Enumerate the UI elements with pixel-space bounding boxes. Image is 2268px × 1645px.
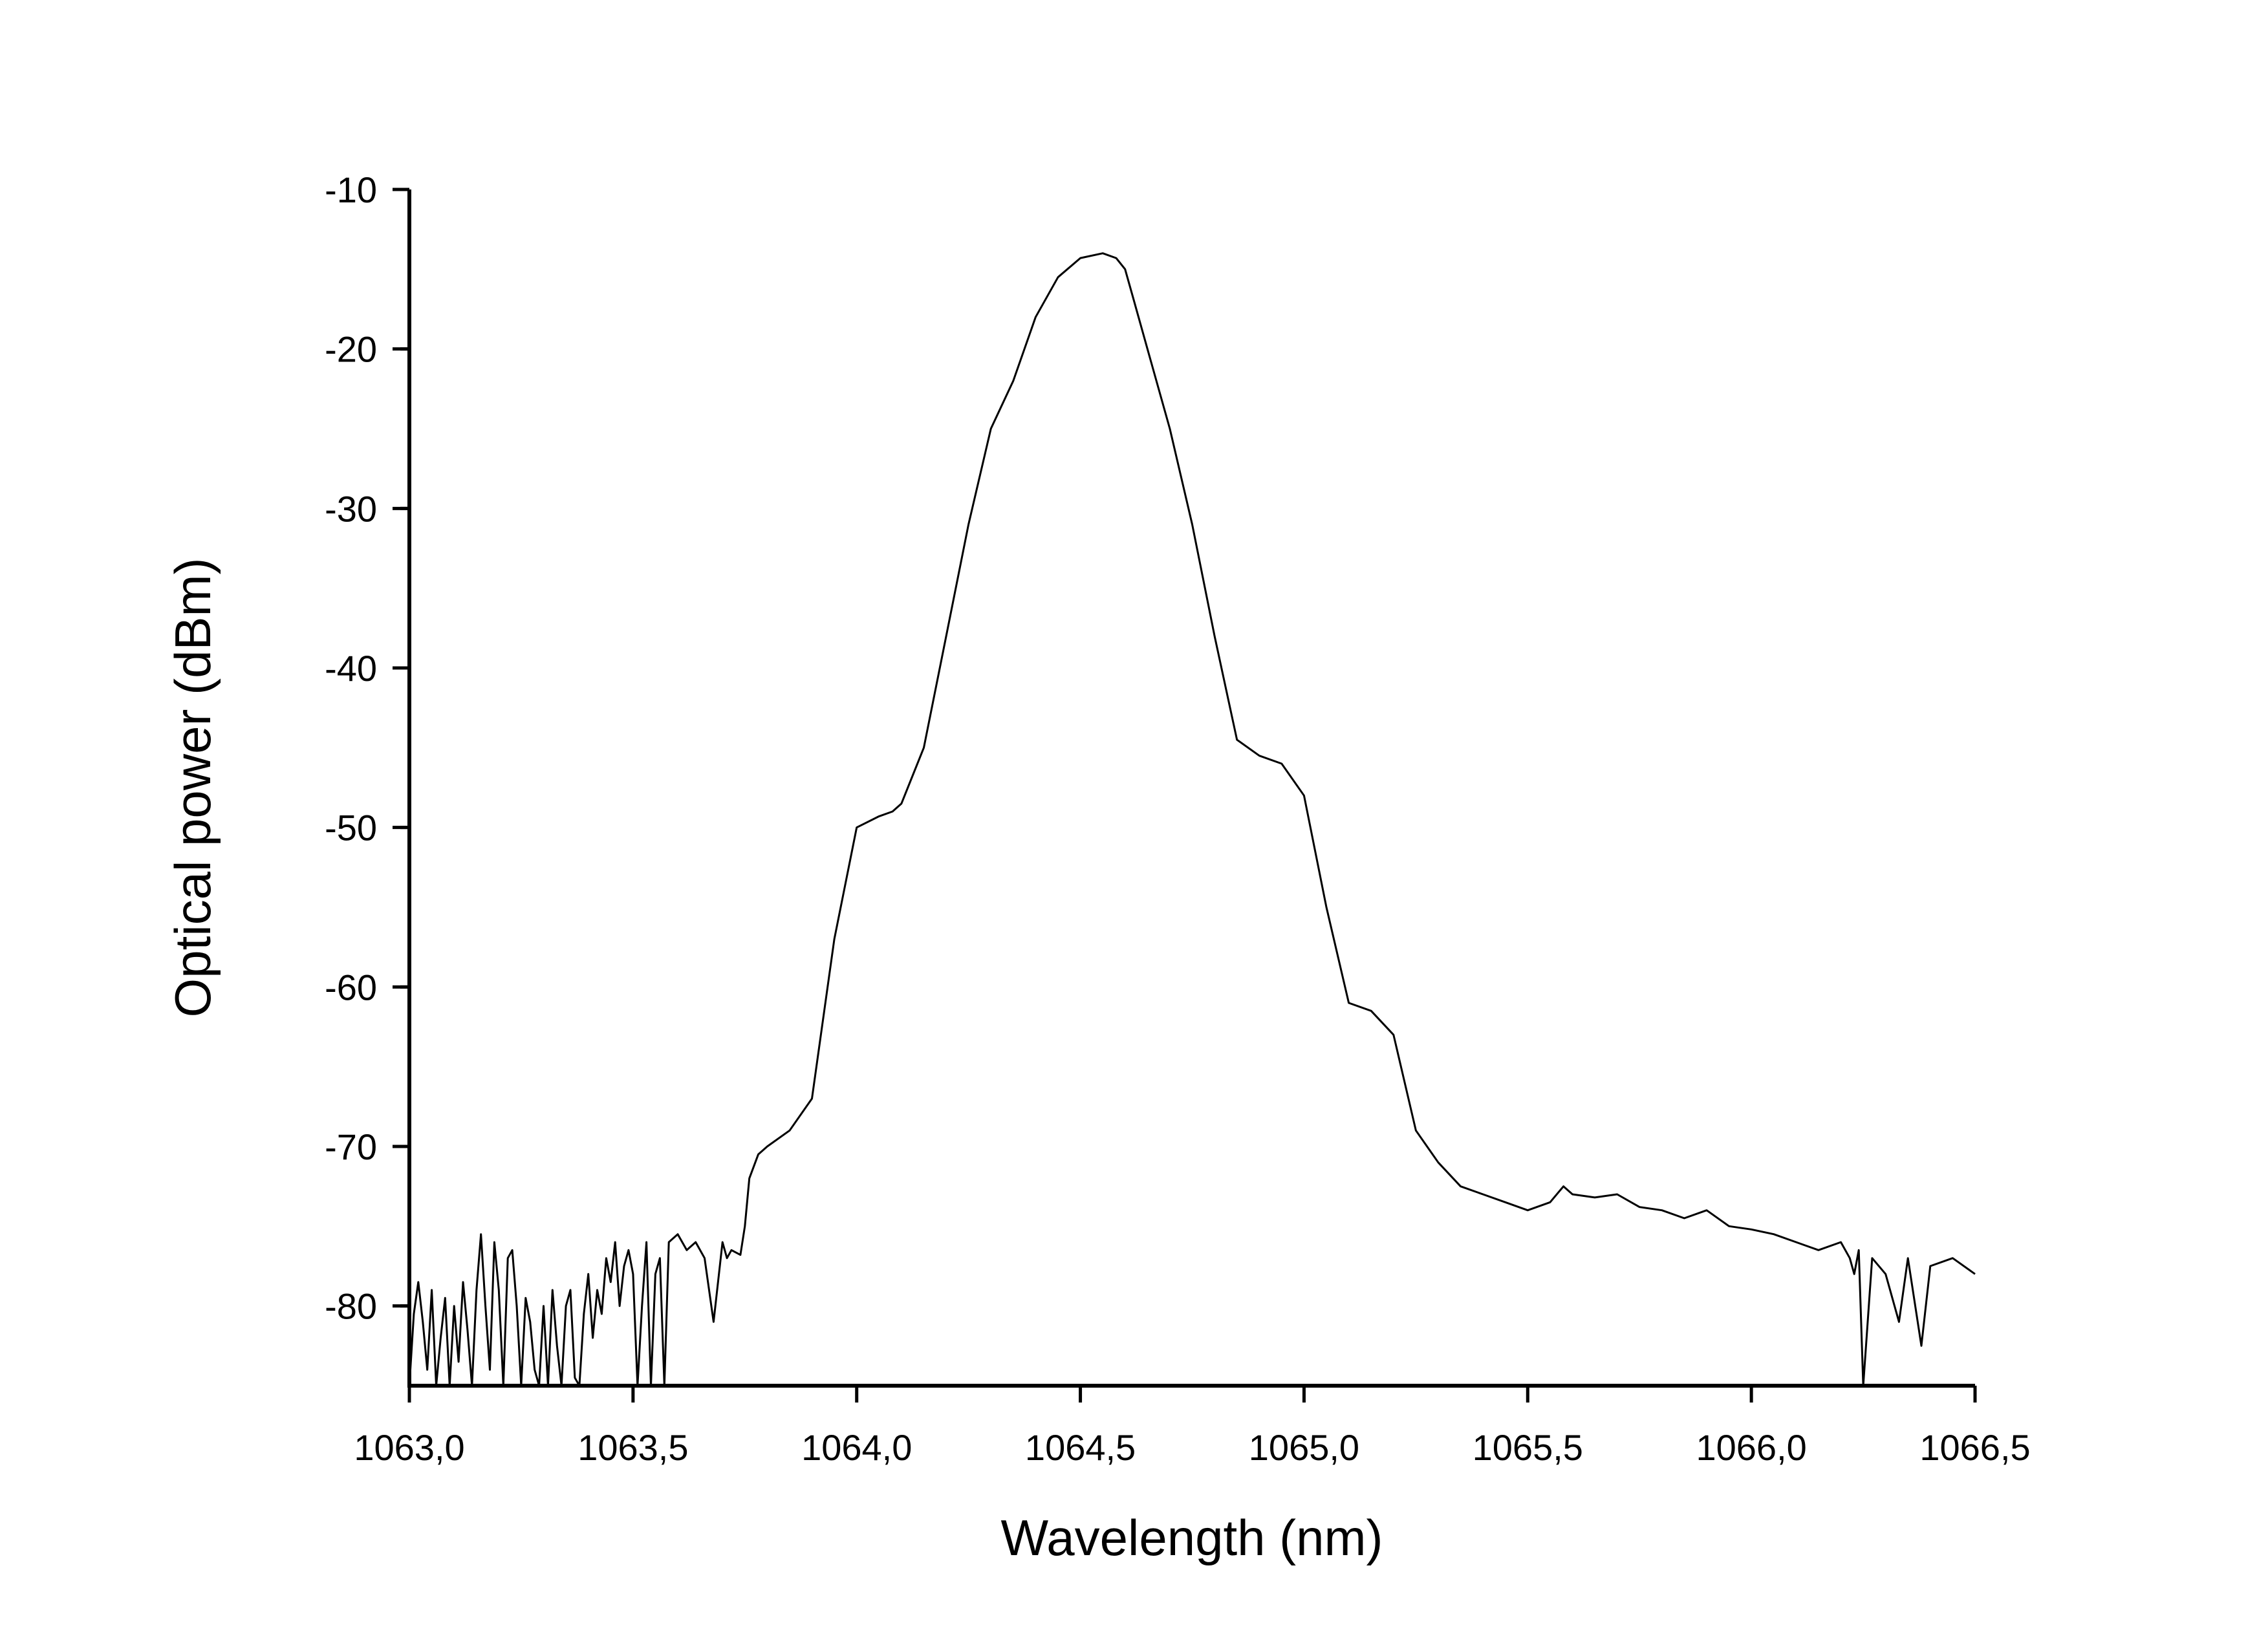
- y-tick-label: -20: [325, 329, 377, 370]
- spectrum-line: [408, 252, 1976, 1387]
- x-tick-label: 1065,0: [1249, 1427, 1359, 1468]
- y-tick-label: -10: [325, 169, 377, 210]
- x-tick-label: 1065,5: [1473, 1427, 1583, 1468]
- x-tick-label: 1066,5: [1919, 1427, 2030, 1468]
- y-tick-label: -50: [325, 808, 377, 848]
- x-tick-label: 1063,0: [354, 1427, 464, 1468]
- x-tick-label: 1066,0: [1696, 1427, 1807, 1468]
- axes: [407, 189, 1975, 1388]
- x-tick-label: 1063,5: [578, 1427, 688, 1468]
- x-tick-label: 1064,5: [1025, 1427, 1136, 1468]
- x-axis-title: Wavelength (nm): [1001, 1509, 1383, 1566]
- y-tick-label: -70: [325, 1126, 377, 1167]
- x-tick-label: 1064,0: [801, 1427, 912, 1468]
- y-tick-label: -30: [325, 488, 377, 529]
- y-tick-label: -80: [325, 1286, 377, 1327]
- y-tick-label: -40: [325, 648, 377, 689]
- plot-area: [408, 252, 1976, 1387]
- y-tick-label: -60: [325, 967, 377, 1007]
- y-axis-title: Optical power (dBm): [164, 558, 221, 1018]
- x-axis-ticks: 1063,0 1063,5 1064,0 1064,5 1065,0 1065,5 1066…: [354, 1386, 2031, 1468]
- y-axis-ticks: -80 -70 -60 -50 -40 -30 -20 -10: [325, 169, 409, 1327]
